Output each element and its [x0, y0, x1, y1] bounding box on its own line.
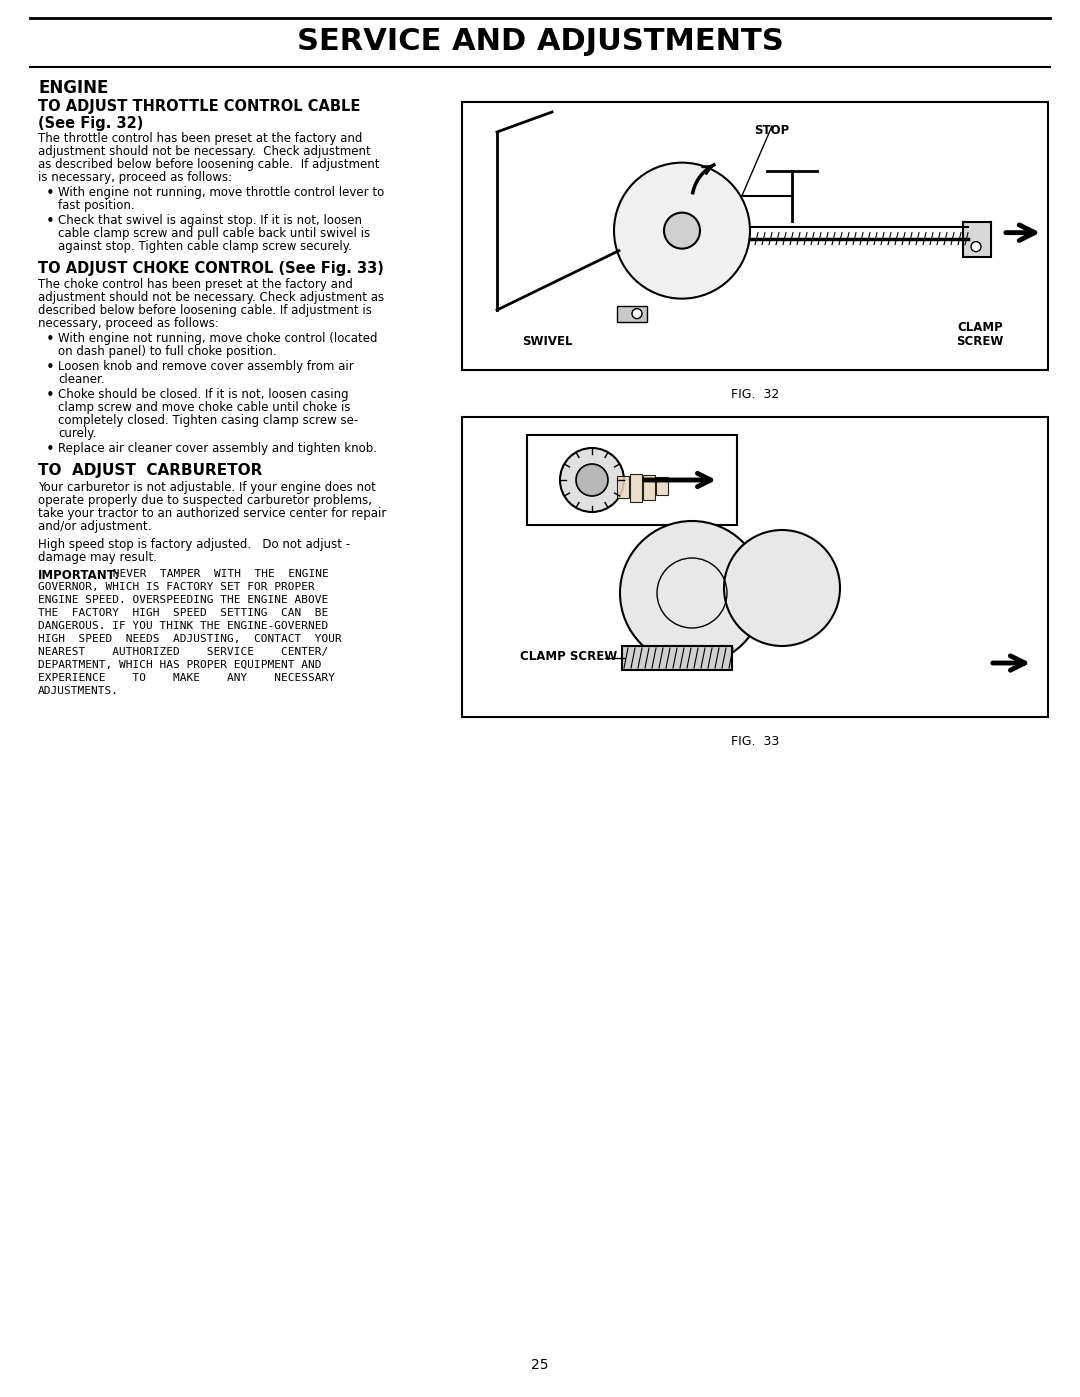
Text: •: •: [46, 332, 55, 346]
Text: adjustment should not be necessary. Check adjustment as: adjustment should not be necessary. Chec…: [38, 291, 384, 305]
Bar: [656, 476, 669, 495]
Text: cleaner.: cleaner.: [58, 373, 105, 386]
Text: ENGINE SPEED. OVERSPEEDING THE ENGINE ABOVE: ENGINE SPEED. OVERSPEEDING THE ENGINE AB…: [38, 595, 328, 605]
Text: Replace air cleaner cover assembly and tighten knob.: Replace air cleaner cover assembly and t…: [58, 441, 377, 455]
Text: NEVER  TAMPER  WITH  THE  ENGINE: NEVER TAMPER WITH THE ENGINE: [106, 569, 328, 578]
Circle shape: [576, 464, 608, 496]
Text: is necessary, proceed as follows:: is necessary, proceed as follows:: [38, 170, 232, 184]
Text: described below before loosening cable. If adjustment is: described below before loosening cable. …: [38, 305, 372, 317]
Text: TO ADJUST THROTTLE CONTROL CABLE: TO ADJUST THROTTLE CONTROL CABLE: [38, 99, 361, 115]
Text: •: •: [46, 360, 55, 374]
Text: adjustment should not be necessary.  Check adjustment: adjustment should not be necessary. Chec…: [38, 145, 370, 158]
Text: operate properly due to suspected carburetor problems,: operate properly due to suspected carbur…: [38, 495, 372, 507]
Text: clamp screw and move choke cable until choke is: clamp screw and move choke cable until c…: [58, 401, 351, 414]
Text: take your tractor to an authorized service center for repair: take your tractor to an authorized servi…: [38, 507, 387, 520]
Text: curely.: curely.: [58, 427, 96, 440]
Text: necessary, proceed as follows:: necessary, proceed as follows:: [38, 317, 219, 330]
Bar: [462, 102, 1048, 370]
Text: ADJUSTMENTS.: ADJUSTMENTS.: [38, 686, 119, 696]
Text: The choke control has been preset at the factory and: The choke control has been preset at the…: [38, 278, 353, 291]
Circle shape: [620, 521, 764, 665]
Text: •: •: [46, 186, 55, 201]
Text: (See Fig. 32): (See Fig. 32): [38, 116, 144, 131]
Bar: [963, 222, 991, 257]
Text: Your carburetor is not adjustable. If your engine does not: Your carburetor is not adjustable. If yo…: [38, 481, 376, 495]
Text: IMPORTANT:: IMPORTANT:: [38, 569, 120, 583]
Text: •: •: [46, 388, 55, 402]
Text: CLAMP: CLAMP: [957, 321, 1003, 334]
Text: on dash panel) to full choke position.: on dash panel) to full choke position.: [58, 345, 276, 358]
Text: EXPERIENCE    TO    MAKE    ANY    NECESSARY: EXPERIENCE TO MAKE ANY NECESSARY: [38, 673, 335, 683]
Text: DANGEROUS. IF YOU THINK THE ENGINE-GOVERNED: DANGEROUS. IF YOU THINK THE ENGINE-GOVER…: [38, 622, 328, 631]
Text: With engine not running, move choke control (located: With engine not running, move choke cont…: [58, 332, 378, 345]
Text: SWIVEL: SWIVEL: [522, 335, 572, 348]
Text: Choke should be closed. If it is not, loosen casing: Choke should be closed. If it is not, lo…: [58, 388, 349, 401]
Bar: [617, 476, 629, 497]
Text: TO ADJUST CHOKE CONTROL (See Fig. 33): TO ADJUST CHOKE CONTROL (See Fig. 33): [38, 261, 383, 277]
Bar: [630, 474, 642, 502]
Circle shape: [724, 529, 840, 645]
Bar: [462, 416, 1048, 717]
Text: Loosen knob and remove cover assembly from air: Loosen knob and remove cover assembly fr…: [58, 360, 354, 373]
Text: •: •: [46, 441, 55, 457]
Text: STOP: STOP: [754, 124, 789, 137]
Circle shape: [615, 162, 750, 299]
Text: and/or adjustment.: and/or adjustment.: [38, 520, 151, 534]
Text: THE  FACTORY  HIGH  SPEED  SETTING  CAN  BE: THE FACTORY HIGH SPEED SETTING CAN BE: [38, 608, 328, 617]
Bar: [622, 645, 732, 671]
Text: SERVICE AND ADJUSTMENTS: SERVICE AND ADJUSTMENTS: [297, 28, 783, 56]
Bar: [527, 434, 737, 525]
Text: SCREW: SCREW: [956, 335, 1003, 348]
Text: FIG.  33: FIG. 33: [731, 735, 779, 747]
Text: High speed stop is factory adjusted.   Do not adjust -: High speed stop is factory adjusted. Do …: [38, 538, 350, 550]
Text: DEPARTMENT, WHICH HAS PROPER EQUIPMENT AND: DEPARTMENT, WHICH HAS PROPER EQUIPMENT A…: [38, 659, 322, 671]
Text: NEAREST    AUTHORIZED    SERVICE    CENTER/: NEAREST AUTHORIZED SERVICE CENTER/: [38, 647, 328, 657]
Bar: [617, 306, 647, 321]
Circle shape: [971, 242, 981, 251]
Text: completely closed. Tighten casing clamp screw se-: completely closed. Tighten casing clamp …: [58, 414, 359, 427]
Text: ENGINE: ENGINE: [38, 80, 108, 96]
Text: damage may result.: damage may result.: [38, 550, 157, 564]
Text: With engine not running, move throttle control lever to: With engine not running, move throttle c…: [58, 186, 384, 198]
Text: fast position.: fast position.: [58, 198, 135, 212]
Text: TO  ADJUST  CARBURETOR: TO ADJUST CARBURETOR: [38, 462, 262, 478]
Text: The throttle control has been preset at the factory and: The throttle control has been preset at …: [38, 131, 363, 145]
Text: HIGH  SPEED  NEEDS  ADJUSTING,  CONTACT  YOUR: HIGH SPEED NEEDS ADJUSTING, CONTACT YOUR: [38, 634, 341, 644]
Text: GOVERNOR, WHICH IS FACTORY SET FOR PROPER: GOVERNOR, WHICH IS FACTORY SET FOR PROPE…: [38, 583, 314, 592]
Text: as described below before loosening cable.  If adjustment: as described below before loosening cabl…: [38, 158, 379, 170]
Circle shape: [561, 448, 624, 511]
Text: FIG.  32: FIG. 32: [731, 388, 779, 401]
Text: •: •: [46, 214, 55, 229]
Text: cable clamp screw and pull cable back until swivel is: cable clamp screw and pull cable back un…: [58, 226, 370, 240]
Text: CLAMP SCREW: CLAMP SCREW: [519, 650, 618, 662]
Circle shape: [632, 309, 642, 319]
Text: 25: 25: [531, 1358, 549, 1372]
Circle shape: [664, 212, 700, 249]
Text: against stop. Tighten cable clamp screw securely.: against stop. Tighten cable clamp screw …: [58, 240, 352, 253]
Text: Check that swivel is against stop. If it is not, loosen: Check that swivel is against stop. If it…: [58, 214, 362, 226]
Bar: [643, 475, 654, 500]
